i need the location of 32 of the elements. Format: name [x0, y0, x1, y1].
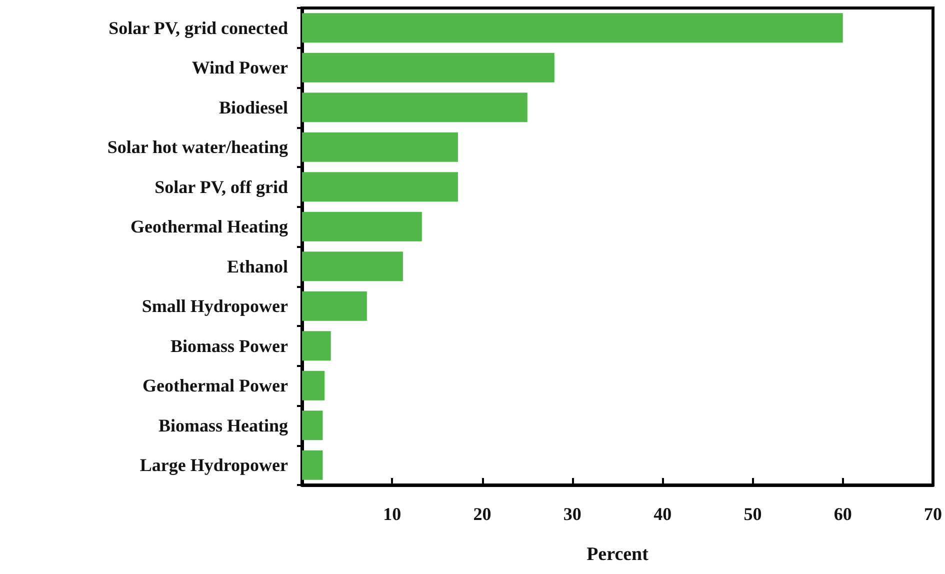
y-tick-label: Solar hot water/heating: [107, 137, 288, 158]
x-axis-title: Percent: [586, 544, 650, 565]
y-tick-label: Solar PV, off grid: [154, 176, 288, 197]
x-tick-label: 40: [654, 504, 672, 524]
y-tick-label: Wind Power: [192, 58, 288, 78]
bar: [302, 92, 528, 122]
bar: [302, 212, 422, 242]
bar: [302, 291, 367, 321]
y-tick-label: Ethanol: [226, 256, 288, 276]
x-tick-label: 20: [473, 504, 492, 524]
bar: [302, 52, 554, 82]
y-tick-label: Biomass Heating: [158, 415, 288, 436]
bar: [302, 410, 323, 440]
x-tick-label: 30: [563, 504, 582, 524]
x-tick-label: 60: [834, 504, 852, 524]
y-tick-label: Small Hydropower: [142, 296, 288, 316]
y-tick-label: Biomass Power: [170, 336, 288, 356]
y-tick-label: Geothermal Heating: [130, 216, 288, 237]
bar: [302, 172, 458, 202]
x-tick-label: 10: [383, 504, 402, 524]
bar: [302, 252, 403, 282]
x-tick-label: 50: [744, 504, 762, 524]
bar: [302, 13, 843, 43]
bar: [302, 370, 325, 400]
bar: [302, 331, 331, 361]
bar: [302, 450, 323, 480]
y-tick-label: Biodiesel: [218, 97, 288, 118]
y-tick-label: Geothermal Power: [142, 376, 288, 396]
bar: [302, 132, 458, 162]
x-tick-label: 70: [924, 504, 942, 524]
y-tick-label: Large Hydropower: [140, 455, 288, 476]
y-tick-label: Solar PV, grid conected: [108, 18, 288, 38]
